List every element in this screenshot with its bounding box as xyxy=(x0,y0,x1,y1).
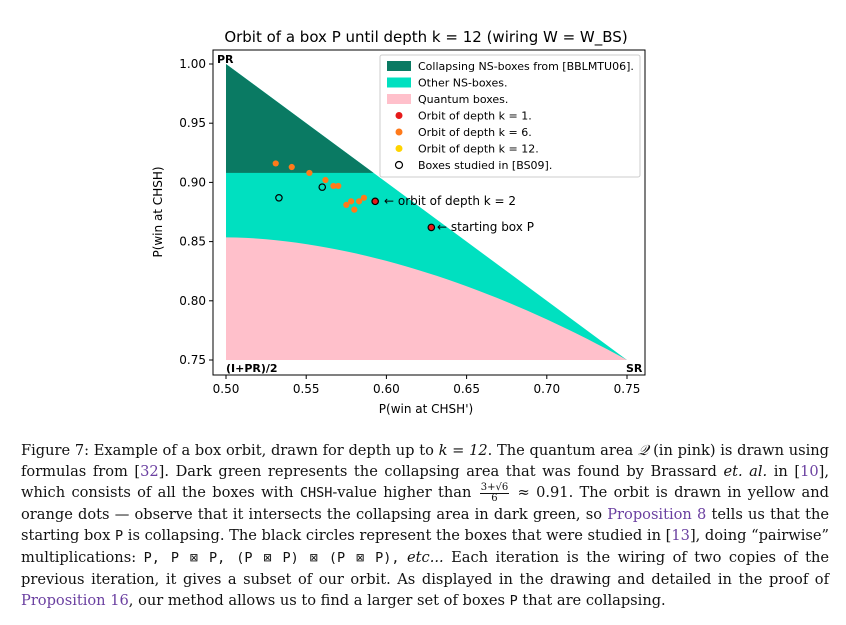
y-tick-label: 0.80 xyxy=(179,294,206,308)
corner-label-pr: PR xyxy=(217,53,234,66)
y-tick-label: 1.00 xyxy=(179,57,206,71)
caption-text: that are collapsing. xyxy=(517,592,666,609)
x-tick-label: 0.55 xyxy=(293,382,320,396)
caption-text: in [ xyxy=(767,463,801,480)
caption-box-p: P xyxy=(114,528,124,544)
caption-text: Figure 7: Example of a box orbit, drawn … xyxy=(21,442,439,459)
caption-text: tells us that the starting box xyxy=(21,506,829,544)
legend-swatch xyxy=(387,77,411,88)
orbit-depth-6-dot xyxy=(322,176,329,184)
caption-text: ≈ 0.91. The orbit is drawn in yellow and… xyxy=(21,484,829,523)
citation-link-13[interactable]: 13 xyxy=(671,527,690,544)
orbit-depth-1-dot xyxy=(428,224,435,231)
caption-box-p: P xyxy=(509,593,518,609)
proposition-8-link[interactable]: Proposition 8 xyxy=(607,506,707,523)
y-tick-label: 0.90 xyxy=(179,175,206,189)
caption-math-q: 𝒬 xyxy=(637,442,649,459)
caption-etal: et. al. xyxy=(723,463,768,480)
orbit-depth-6-dot xyxy=(330,182,337,190)
bs09-box-circle xyxy=(318,183,327,191)
x-tick-label: 0.70 xyxy=(533,382,560,396)
caption-math-k: k = 12 xyxy=(438,442,488,459)
caption-text: ], which consists of all the boxes with xyxy=(21,463,829,501)
chart-title: Orbit of a box P until depth k = 12 (wir… xyxy=(224,28,627,47)
annotation-depth2: ← orbit of depth k = 2 xyxy=(384,194,516,208)
orbit-depth-6-dot xyxy=(343,201,350,208)
orbit-figure: Orbit of a box P until depth k = 12 (wir… xyxy=(151,28,646,416)
legend-label: Boxes studied in [BS09]. xyxy=(418,159,552,172)
caption-text: , our method allows us to find a larger … xyxy=(128,592,510,609)
caption-text: ], doing “pairwise” multiplications: xyxy=(21,527,830,566)
x-tick-label: 0.75 xyxy=(614,382,641,396)
orbit-depth-6-dot xyxy=(356,198,363,205)
annotation-starting-box: ← starting box P xyxy=(437,220,534,234)
caption-text: Each iteration is the wiring of two copi… xyxy=(21,549,830,588)
legend-marker xyxy=(395,112,403,119)
bs09-box-circle xyxy=(275,193,283,202)
proposition-16-link[interactable]: Proposition 16 xyxy=(21,592,129,609)
fraction-denominator: 6 xyxy=(491,492,498,504)
bs09-box-circle xyxy=(427,223,436,232)
orbit-dots-layer xyxy=(272,160,436,232)
citation-link-32[interactable]: 32 xyxy=(140,463,159,480)
legend-marker xyxy=(394,160,404,170)
caption-text: -value higher than xyxy=(332,484,478,501)
legend-swatch xyxy=(387,94,411,104)
legend-label: Orbit of depth k = 12. xyxy=(418,143,539,156)
bs09-box-circle xyxy=(371,197,379,206)
caption-text xyxy=(400,549,407,566)
legend-label: Orbit of depth k = 6. xyxy=(418,126,532,139)
x-tick-label: 0.50 xyxy=(213,382,240,396)
orbit-depth-6-dot xyxy=(351,206,358,213)
caption-chsh: CHSH xyxy=(299,485,333,501)
y-tick-label: 0.95 xyxy=(179,116,206,130)
caption-text: (in pink) is drawn using formulas from [ xyxy=(21,442,830,480)
fraction-numerator: 3+√6 xyxy=(479,481,510,494)
legend-marker xyxy=(395,145,403,152)
y-tick-label: 0.75 xyxy=(179,353,206,367)
legend-label: Quantum boxes. xyxy=(418,93,508,106)
y-tick-label: 0.85 xyxy=(179,235,206,249)
orbit-depth-6-dot xyxy=(306,169,313,177)
legend-label: Collapsing NS-boxes from [BBLMTU06]. xyxy=(418,60,634,73)
orbit-depth-6-dot xyxy=(348,198,355,205)
x-tick-label: 0.60 xyxy=(373,382,400,396)
plot-frame xyxy=(212,49,646,376)
caption-products: P, P ⊠ P, (P ⊠ P) ⊠ (P ⊠ P), xyxy=(143,550,400,566)
figure-caption: Figure 7: Example of a box orbit, drawn … xyxy=(21,440,829,612)
quantum-region xyxy=(226,237,627,360)
chart-legend: Collapsing NS-boxes from [BBLMTU06]. Othe… xyxy=(379,54,641,178)
x-axis-label: P(win at CHSH') xyxy=(379,402,473,416)
x-tick-label: 0.65 xyxy=(453,382,480,396)
orbit-depth-6-dot xyxy=(360,194,368,201)
orbit-depth-6-dot xyxy=(288,163,295,171)
caption-fraction: 3+√6 6 xyxy=(479,481,510,504)
orbit-depth-6-dot xyxy=(272,160,279,167)
caption-text: . The quantum area xyxy=(487,442,638,459)
legend-label: Orbit of depth k = 1. xyxy=(418,110,532,123)
caption-etc: etc... xyxy=(407,549,444,566)
corner-label-sr: SR xyxy=(626,362,643,375)
corner-label-mid: (I+PR)/2 xyxy=(226,362,278,375)
legend-marker xyxy=(395,128,403,136)
legend-swatch xyxy=(387,61,411,71)
regions-layer xyxy=(226,64,627,360)
caption-text: ]. Dark green represents the collapsing … xyxy=(158,463,724,480)
orbit-depth-1-dot xyxy=(371,198,379,205)
orbit-chart: Orbit of a box P until depth k = 12 (wir… xyxy=(151,28,646,416)
orbit-depth-6-dot xyxy=(335,182,342,190)
axis-ticks: 0.50 0.55 0.60 0.65 0.70 0.75 0.75 0.80 0.85 0.90… xyxy=(179,57,640,396)
y-axis-label: P(win at CHSH) xyxy=(151,166,165,257)
legend-label: Other NS-boxes. xyxy=(418,77,507,90)
legend-box xyxy=(379,54,641,178)
collapsing-region xyxy=(226,64,374,173)
caption-text: is collapsing. The black circles represe… xyxy=(123,527,672,544)
citation-link-10[interactable]: 10 xyxy=(800,463,819,480)
